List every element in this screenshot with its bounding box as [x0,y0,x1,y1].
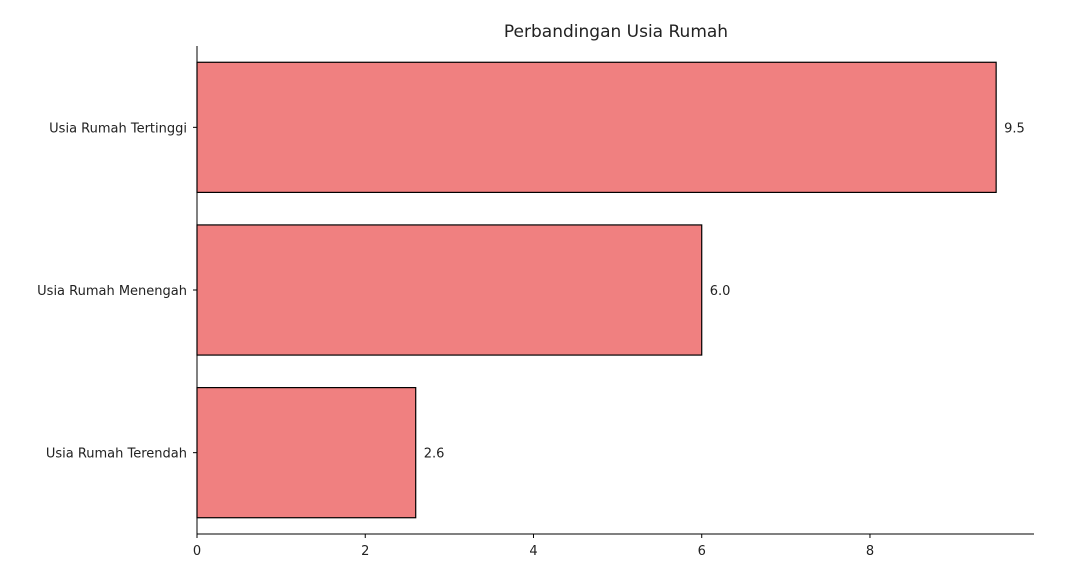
x-tick-label: 0 [193,544,201,559]
x-tick-label: 6 [698,544,706,559]
y-tick-label: Usia Rumah Tertinggi [49,121,187,136]
bar-value-label: 6.0 [710,284,731,299]
bar-2 [196,224,703,356]
x-tick-label: 2 [361,544,369,559]
bars-layer: 9.5 6.0 2.6 [196,61,1025,519]
y-tick-label: Usia Rumah Terendah [46,447,187,462]
y-tick-label: Usia Rumah Menengah [37,284,187,299]
bar-value-label: 2.6 [424,447,445,462]
x-tick-label: 4 [529,544,537,559]
chart-title: Perbandingan Usia Rumah [504,22,728,42]
bar-1 [196,61,997,193]
bar-value-label: 9.5 [1004,121,1025,136]
ticks-layer: Usia Rumah Tertinggi Usia Rumah Menengah U… [37,121,874,559]
x-tick-label: 8 [866,544,874,559]
bar-3 [196,387,417,519]
